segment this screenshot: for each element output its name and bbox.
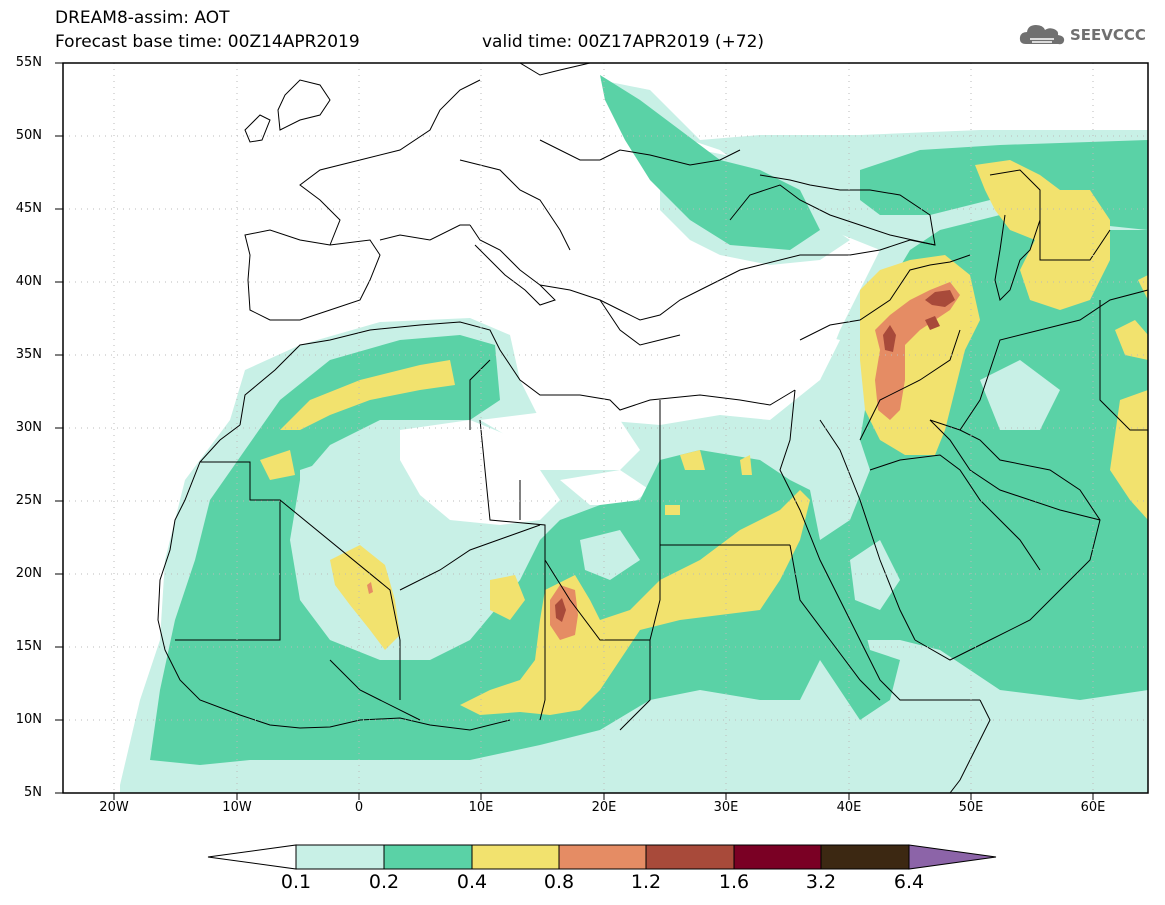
colorbar-segment xyxy=(295,844,385,870)
colorbar-over-triangle xyxy=(908,844,997,870)
aot-clear-zones-2 xyxy=(405,430,600,500)
lon-label: 60E xyxy=(1080,800,1106,815)
colorbar-label: 0.1 xyxy=(280,871,312,893)
lat-label: 50N xyxy=(15,128,42,143)
lon-label: 40E xyxy=(836,800,862,815)
axis-ticks xyxy=(55,62,1094,800)
valid-time: valid time: 00Z17APR2019 (+72) xyxy=(482,32,765,52)
lon-label: 20E xyxy=(591,800,617,815)
colorbar-segment xyxy=(820,844,910,870)
lon-label: 30E xyxy=(713,800,739,815)
colorbar-label: 1.2 xyxy=(630,871,662,893)
colorbar-label: 0.8 xyxy=(543,871,575,893)
lat-label: 45N xyxy=(15,201,42,216)
lat-label: 55N xyxy=(15,55,42,70)
lat-label: 30N xyxy=(15,420,42,435)
lat-label: 20N xyxy=(15,566,42,581)
lon-label: 20W xyxy=(99,800,129,815)
lat-label: 5N xyxy=(24,785,42,800)
colorbar-under-triangle xyxy=(207,844,297,870)
colorbar-segment xyxy=(558,844,647,870)
lat-label: 10N xyxy=(15,712,42,727)
forecast-base-time: Forecast base time: 00Z14APR2019 xyxy=(55,32,360,52)
lat-label: 35N xyxy=(15,347,42,362)
logo-text: SEEVCCC xyxy=(1070,26,1146,44)
map-title: DREAM8-assim: AOT xyxy=(55,8,230,28)
colorbar xyxy=(207,844,997,870)
colorbar-label: 6.4 xyxy=(893,871,925,893)
cloud-icon xyxy=(1019,25,1065,45)
aot-band-1.2 xyxy=(555,290,955,622)
colorbar-label: 0.2 xyxy=(368,871,400,893)
lon-label: 10W xyxy=(222,800,252,815)
aot-band-0.2-light-patches xyxy=(300,360,1060,610)
colorbar-segment xyxy=(645,844,735,870)
colorbar-segment xyxy=(383,844,473,870)
lon-label: 0 xyxy=(354,800,364,815)
colorbar-label: 3.2 xyxy=(805,871,837,893)
coastlines-borders xyxy=(157,63,1148,793)
seevccc-logo: SEEVCCC xyxy=(1018,22,1146,48)
colorbar-segment xyxy=(471,844,560,870)
colorbar-label: 0.4 xyxy=(456,871,488,893)
map-gridlines xyxy=(63,63,1148,793)
lon-label: 50E xyxy=(958,800,984,815)
lat-label: 25N xyxy=(15,493,42,508)
aot-field xyxy=(120,75,1148,793)
lon-label: 10E xyxy=(468,800,494,815)
lat-label: 15N xyxy=(15,639,42,654)
colorbar-label: 1.6 xyxy=(718,871,750,893)
colorbar-segment xyxy=(733,844,822,870)
lat-label: 40N xyxy=(15,274,42,289)
